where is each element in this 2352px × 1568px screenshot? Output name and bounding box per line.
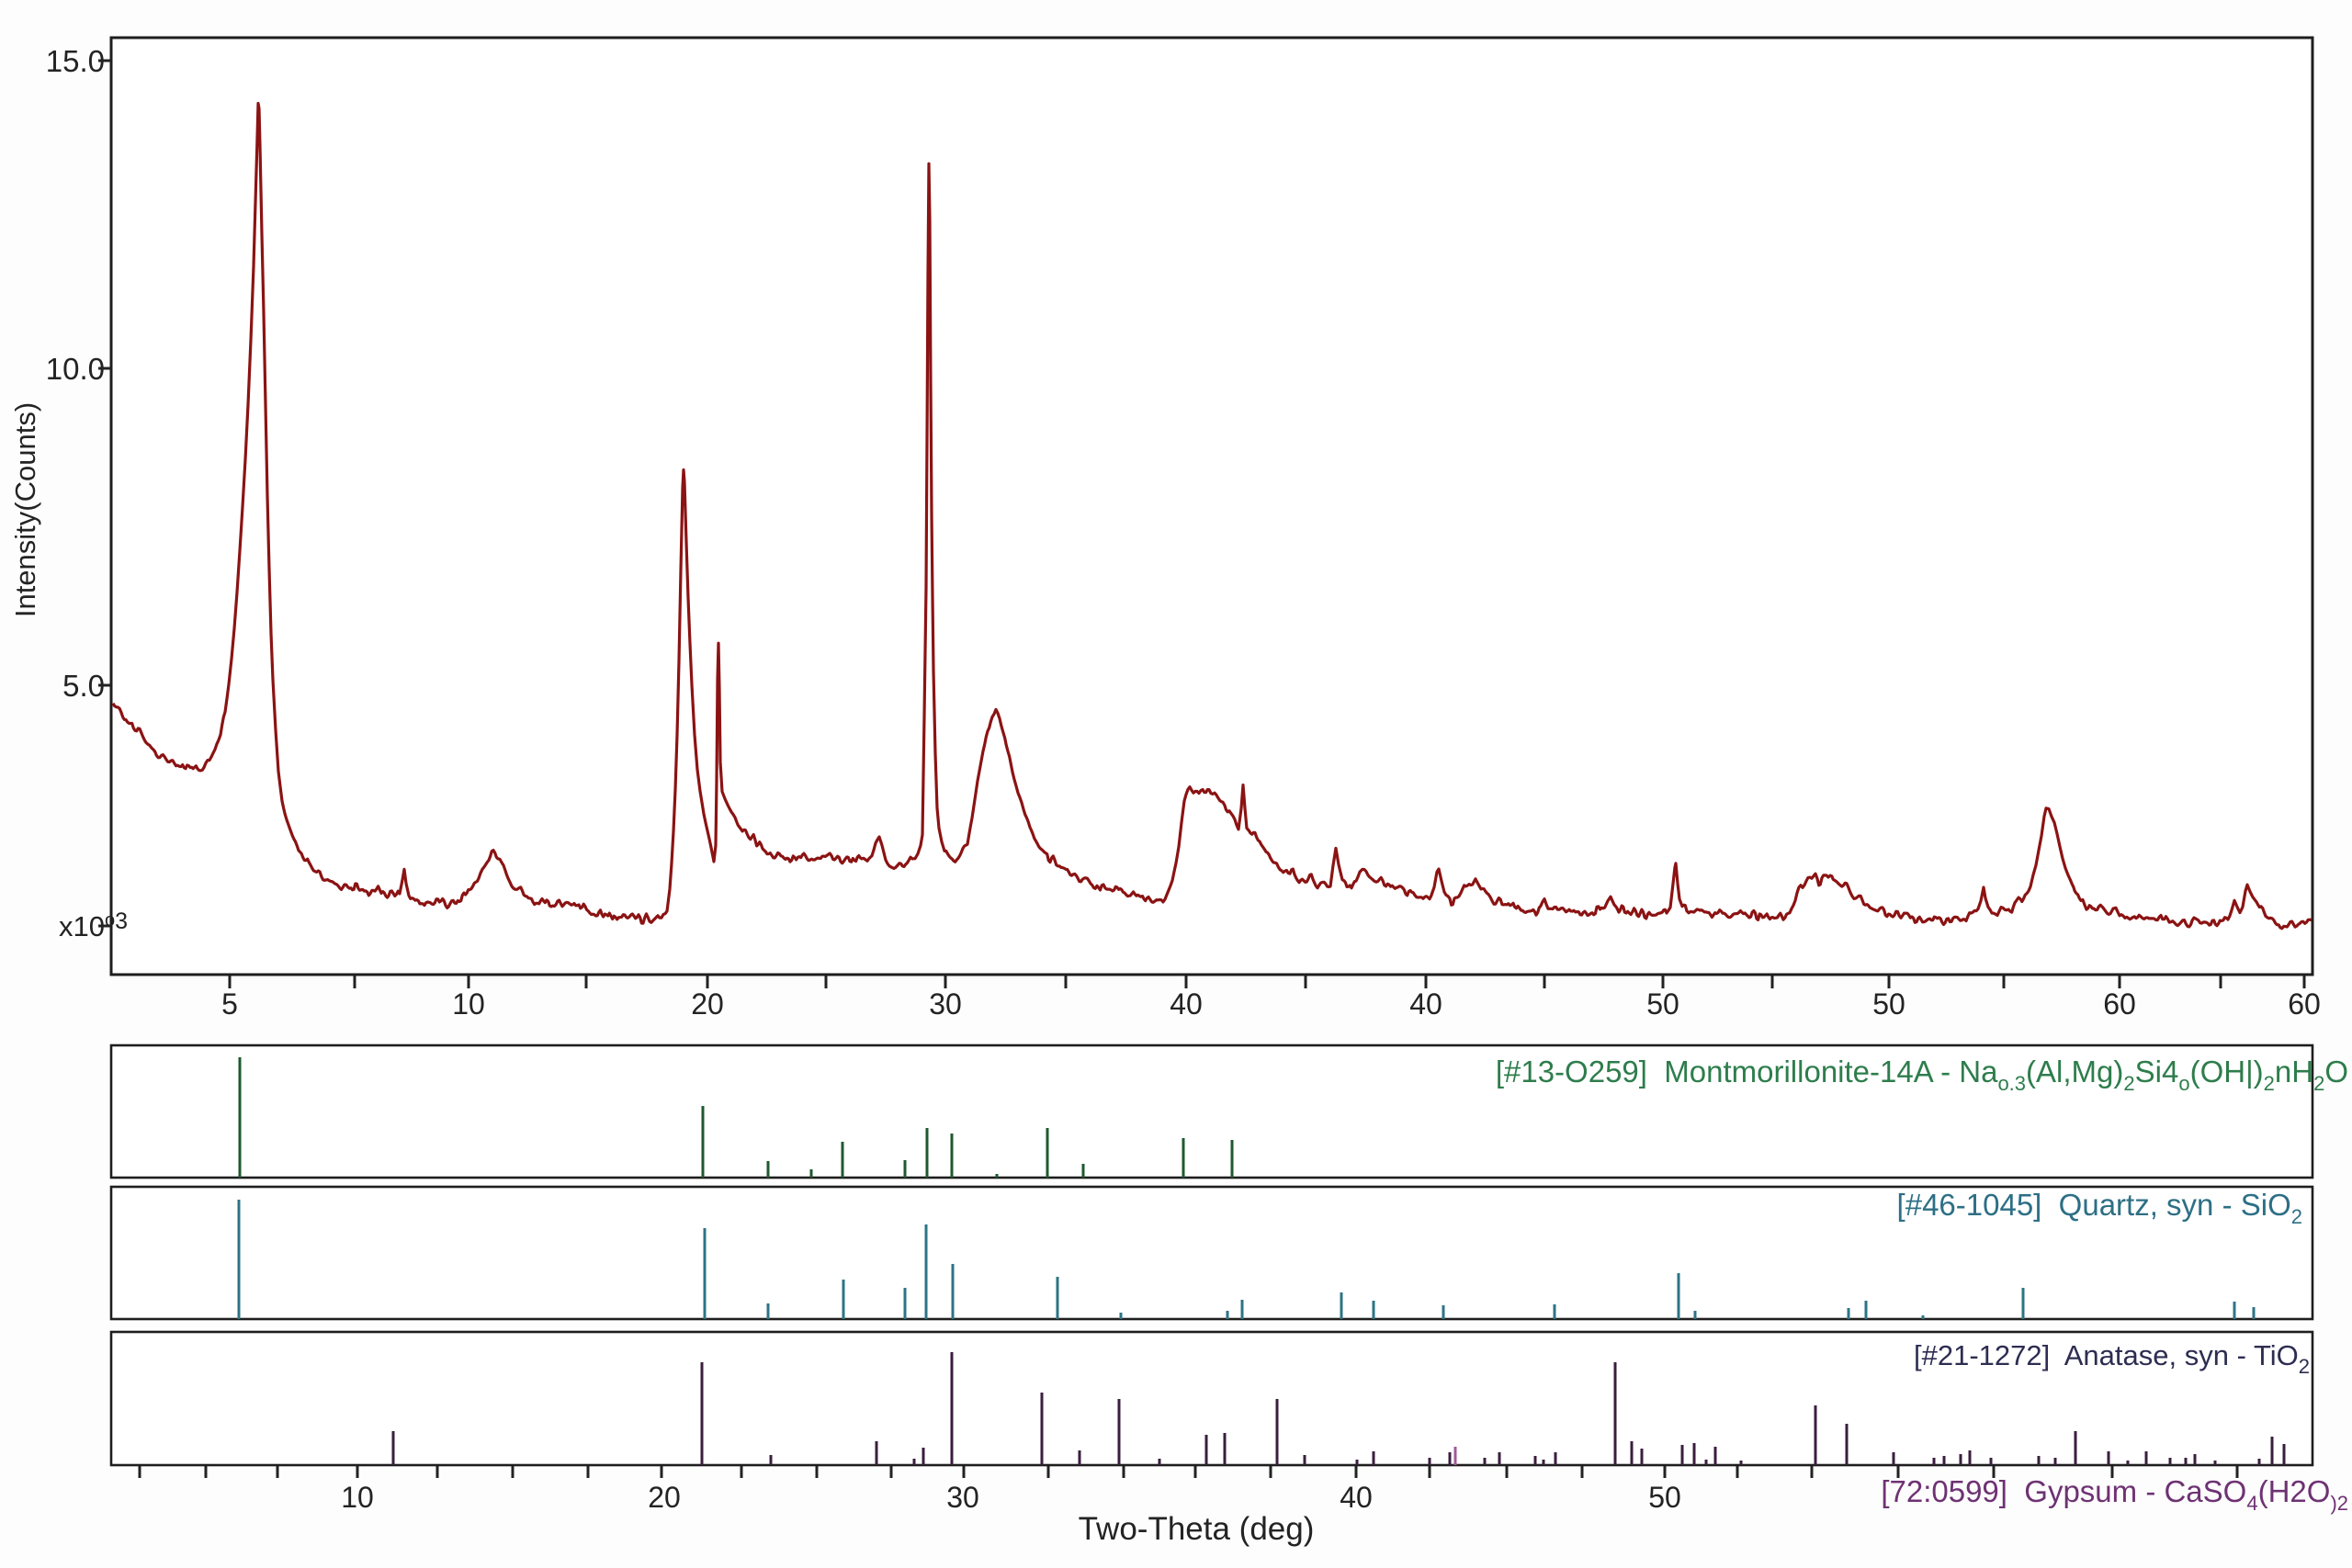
svg-text:10: 10	[452, 987, 485, 1021]
svg-text:30: 30	[929, 987, 962, 1021]
svg-text:Intensity(Counts): Intensity(Counts)	[9, 402, 41, 617]
svg-text:40: 40	[1170, 987, 1203, 1021]
svg-text:15.0: 15.0	[46, 44, 105, 78]
svg-text:20: 20	[648, 1481, 681, 1514]
svg-text:10.0: 10.0	[46, 352, 105, 386]
svg-text:20: 20	[691, 987, 724, 1021]
svg-text:[72:0599] Gypsum - CaSO4(H2O): [72:0599] Gypsum - CaSO4(H2O)2	[1881, 1474, 2348, 1515]
svg-text:50: 50	[1872, 987, 1905, 1021]
svg-text:5: 5	[221, 987, 238, 1021]
svg-text:10: 10	[341, 1481, 374, 1514]
svg-text:30: 30	[946, 1481, 979, 1514]
svg-text:50: 50	[1646, 987, 1679, 1021]
svg-text:[#46-1045] Quartz, syn - SiO2: [#46-1045] Quartz, syn - SiO2	[1897, 1188, 2302, 1228]
svg-text:40: 40	[1340, 1481, 1373, 1514]
svg-text:40: 40	[1409, 987, 1442, 1021]
svg-text:[#13-O259] Montmorillonite-14: [#13-O259] Montmorillonite-14A - Nao.3(A…	[1496, 1055, 2348, 1095]
svg-text:60: 60	[2103, 987, 2136, 1021]
svg-text:50: 50	[1648, 1481, 1681, 1514]
svg-text:Two-Theta (deg): Two-Theta (deg)	[1079, 1511, 1315, 1547]
svg-text:60: 60	[2288, 987, 2321, 1021]
svg-text:5.0: 5.0	[62, 669, 105, 703]
